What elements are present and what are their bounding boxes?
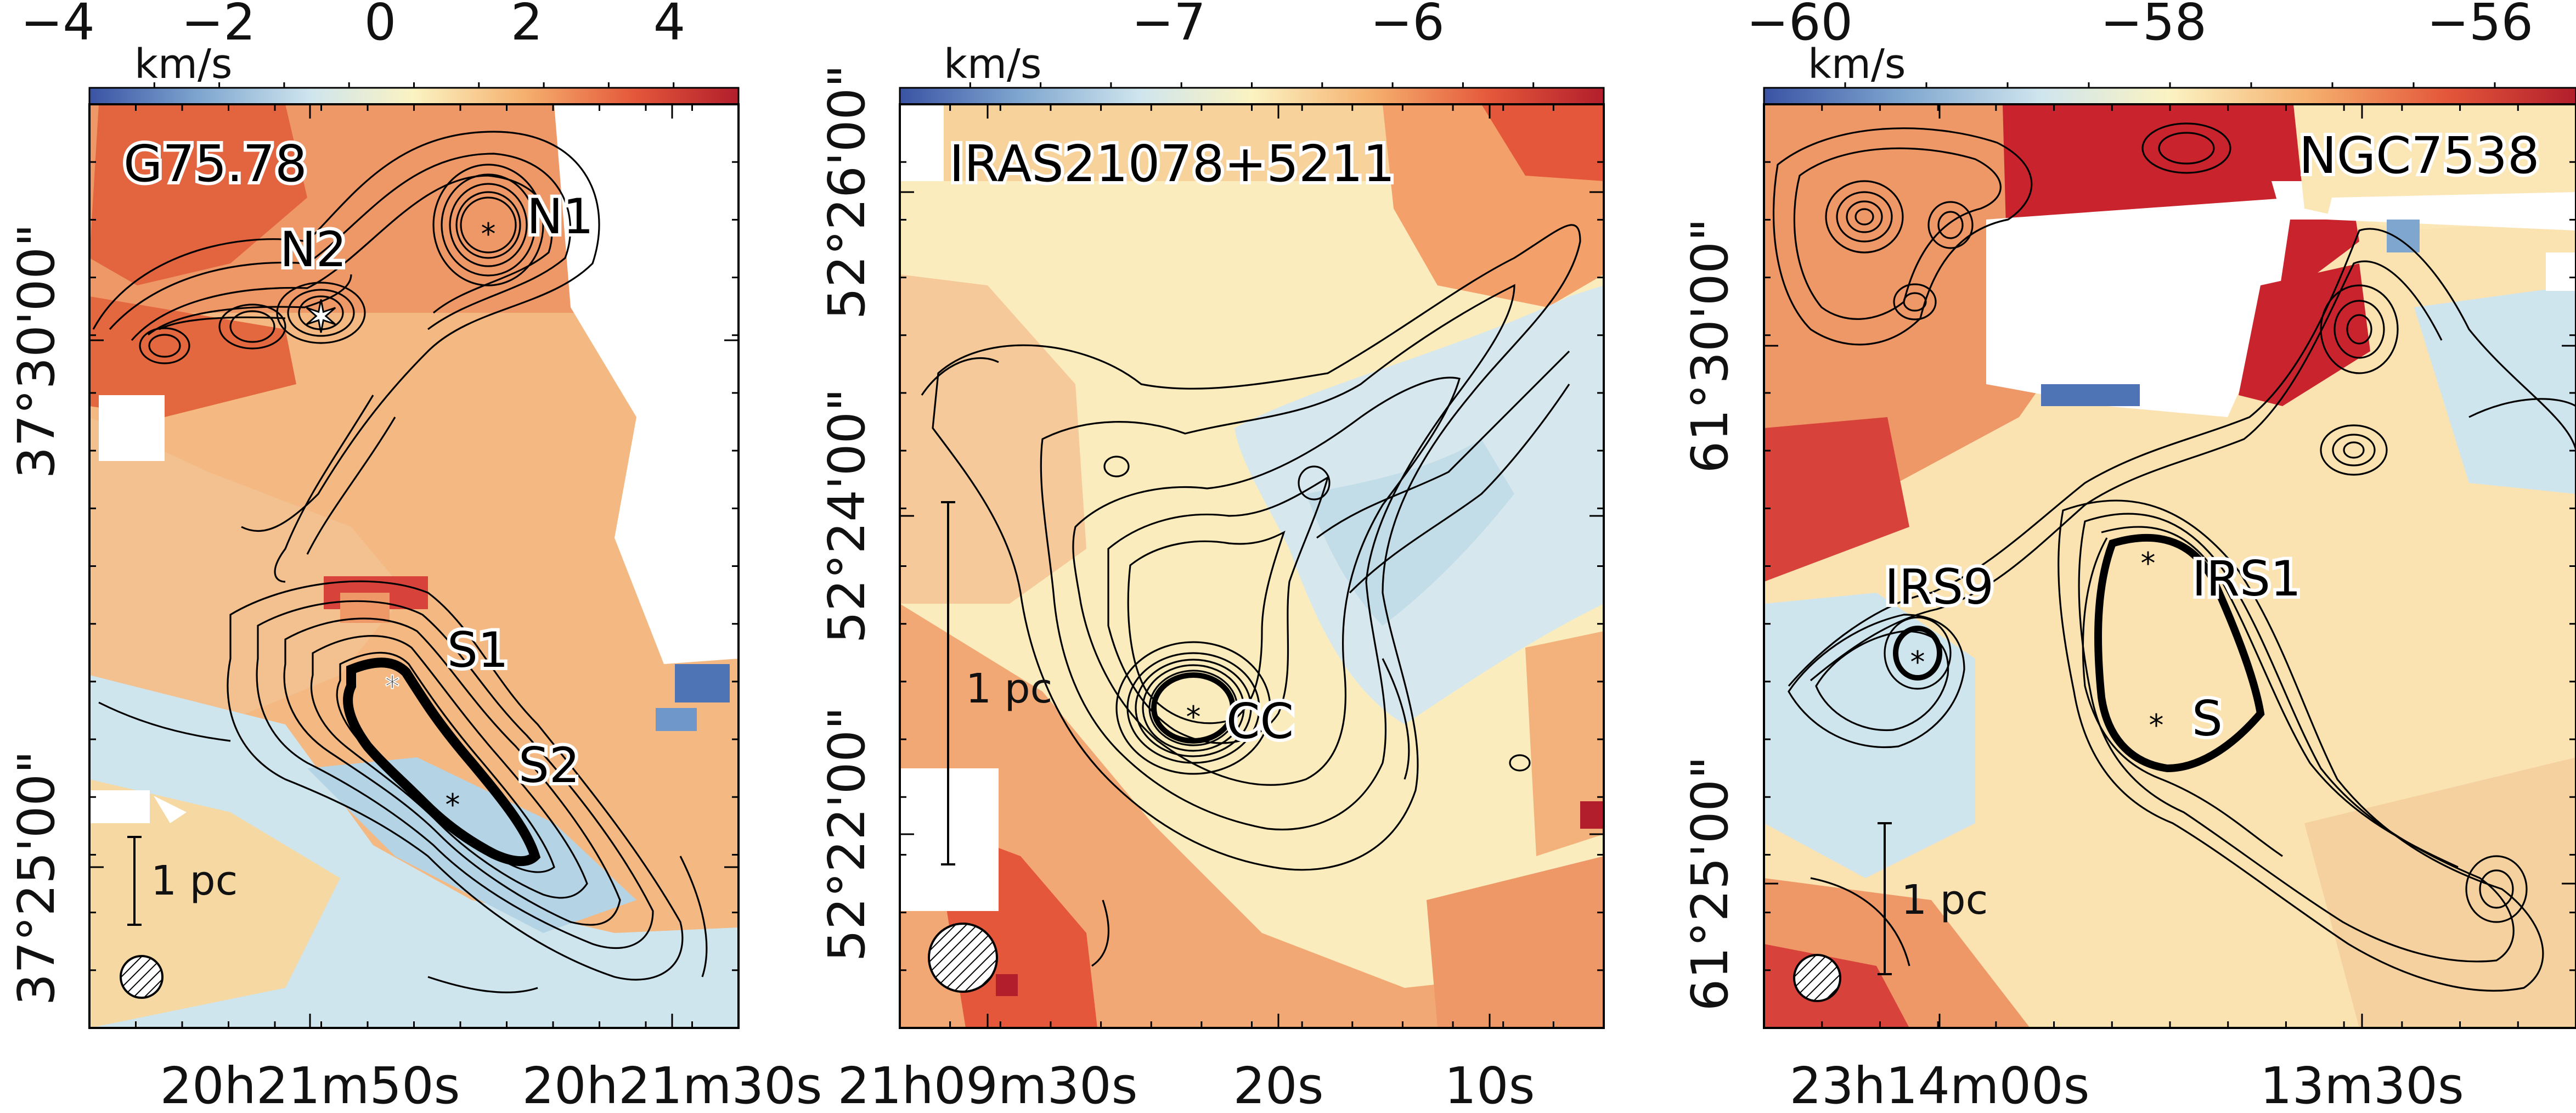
ra-tick-label: 13m30s [2260, 1056, 2464, 1113]
source-label-s2: S2 [518, 737, 580, 794]
dec-tick-label: 37°25'00" [7, 751, 66, 1006]
panel-title: G75.78 [123, 134, 307, 193]
panel-ngc7538: −60 −58 −56 km/s [1681, 0, 2576, 1113]
source-label-irs1: IRS1 [2192, 550, 2301, 607]
colorbar-tick: −58 [2100, 0, 2207, 52]
colorbar-unit: km/s [944, 41, 1041, 88]
panel-title: IRAS21078+5211 [949, 134, 1395, 193]
ra-tick-label: 21h09m30s [837, 1056, 1137, 1113]
colorbar-tick: 2 [511, 0, 543, 52]
contours-1 [92, 131, 708, 993]
colorbar-tick: 4 [653, 0, 686, 52]
beam-ellipse [120, 955, 164, 999]
ra-tick-label: 20h21m50s [160, 1056, 460, 1113]
scale-bar-label: 1 pc [151, 857, 238, 904]
dec-tick-label: 52°26'00" [818, 65, 876, 320]
velocity-map-2 [900, 104, 1604, 1028]
velocity-map-1 [89, 104, 739, 1028]
source-label-n1: N1 [527, 188, 594, 245]
colorbar-unit: km/s [1808, 41, 1906, 88]
panel-title: NGC7538 [2299, 126, 2539, 185]
ra-tick-label: 20h21m30s [522, 1056, 822, 1113]
colorbar-tick: −6 [1370, 0, 1445, 52]
source-marker: * [2141, 546, 2156, 581]
ra-tick-label: 23h14m00s [1789, 1056, 2089, 1113]
scale-bar-label: 1 pc [966, 665, 1052, 712]
panel-iras21078: −7 −6 km/s [818, 0, 1605, 1113]
colorbar-tick: −2 [181, 0, 256, 52]
contours-3 [1772, 122, 2576, 992]
panel-g75-78: −4 −2 0 2 4 km/s [7, 0, 822, 1113]
beam-ellipse [1793, 954, 1841, 1002]
source-label-n2: N2 [280, 221, 347, 278]
dec-tick-label: 52°22'00" [818, 707, 876, 962]
ra-tick-label: 10s [1445, 1056, 1535, 1113]
source-label-s: S [2192, 690, 2223, 747]
source-marker: * [481, 217, 496, 251]
source-label-cc: CC [1226, 693, 1294, 750]
contours-2 [921, 224, 1581, 967]
colorbar-tick: −56 [2427, 0, 2533, 52]
colorbar-unit: km/s [134, 41, 232, 88]
colorbar-tick: −7 [1131, 0, 1206, 52]
dec-tick-label: 37°30'00" [7, 224, 66, 479]
colorbar-tick: 0 [364, 0, 397, 52]
source-marker: ✶ [302, 291, 339, 342]
source-marker: * [446, 788, 460, 822]
dec-tick-label: 61°25'00" [1681, 756, 1739, 1011]
dec-tick-label: 52°24'00" [818, 389, 876, 644]
colorbar-tick: −4 [20, 0, 95, 52]
source-marker: * [1186, 700, 1201, 734]
source-marker: * [385, 670, 400, 704]
colorbar-tick: −60 [1746, 0, 1853, 52]
dec-tick-label: 61°30'00" [1681, 218, 1739, 474]
beam-ellipse [928, 923, 998, 993]
source-marker: * [1910, 645, 1925, 679]
source-label-irs9: IRS9 [1885, 559, 1994, 615]
source-marker: * [2149, 708, 2164, 743]
source-label-s1: S1 [447, 622, 509, 678]
ra-tick-label: 20s [1233, 1056, 1324, 1113]
scale-bar-label: 1 pc [1901, 876, 1988, 924]
